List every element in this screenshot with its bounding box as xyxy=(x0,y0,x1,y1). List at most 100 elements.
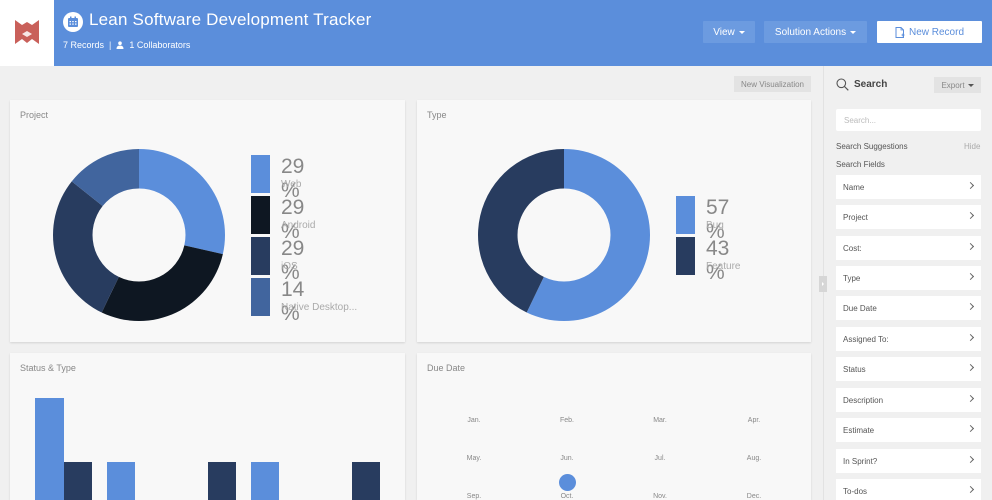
month-label: Jan. xyxy=(467,417,481,424)
legend-label: Bug xyxy=(706,220,724,231)
month-label: Apr. xyxy=(747,417,761,424)
card-title: Due Date xyxy=(427,363,466,373)
field-label: Assigned To: xyxy=(843,334,889,344)
hide-suggestions-link[interactable]: Hide xyxy=(964,142,981,151)
chevron-right-icon xyxy=(966,242,975,251)
card-title: Type xyxy=(427,110,447,120)
month-label: Dec. xyxy=(746,493,762,500)
bar-feature[interactable] xyxy=(64,462,92,500)
month-label: Nov. xyxy=(653,493,667,500)
chevron-right-icon xyxy=(966,455,975,464)
field-label: Description xyxy=(843,395,884,405)
legend-percent: 43 % xyxy=(706,237,730,284)
search-input[interactable] xyxy=(836,109,981,131)
records-count[interactable]: 7 Records xyxy=(63,40,105,50)
legend-label: Web xyxy=(281,179,302,190)
month-label: Sep. xyxy=(466,493,482,500)
field-label: Estimate xyxy=(843,425,875,435)
search-field-name[interactable]: Name xyxy=(836,175,981,199)
field-label: Type xyxy=(843,273,861,283)
caret-down-icon xyxy=(850,30,857,34)
solution-actions-button[interactable]: Solution Actions xyxy=(764,21,867,43)
search-icon xyxy=(836,78,849,91)
legend-percent: 14 % xyxy=(281,278,305,325)
new-document-icon xyxy=(895,26,905,38)
new-record-button[interactable]: New Record xyxy=(877,21,982,43)
search-field-in-sprint[interactable]: In Sprint? xyxy=(836,449,981,473)
field-label: Due Date xyxy=(843,303,877,313)
bar-feature[interactable] xyxy=(352,462,380,500)
field-label: To-dos xyxy=(843,486,868,496)
bar-bug[interactable] xyxy=(107,462,135,500)
month-label: Oct. xyxy=(560,493,574,500)
month-label: Jun. xyxy=(560,455,574,462)
meta-separator: | xyxy=(109,40,112,50)
bar-bug[interactable] xyxy=(35,398,64,500)
view-button[interactable]: View xyxy=(703,21,755,43)
caret-down-icon xyxy=(967,83,974,87)
project-donut-chart[interactable] xyxy=(52,148,226,322)
month-label: Aug. xyxy=(746,455,762,462)
legend-label: iOS xyxy=(281,261,298,272)
search-field-project[interactable]: Project xyxy=(836,205,981,229)
user-icon xyxy=(116,41,124,49)
legend-label: Feature xyxy=(706,261,741,272)
calendar-icon xyxy=(63,12,83,32)
app-title: Lean Software Development Tracker xyxy=(89,10,372,29)
view-button-label: View xyxy=(713,26,735,38)
due-date-chart-card: Due Date Jan. Feb. Mar. Apr. May. Jun. J… xyxy=(417,353,811,500)
legend-swatch xyxy=(676,237,695,275)
card-title: Project xyxy=(20,110,49,120)
new-visualization-button[interactable]: New Visualization xyxy=(734,76,811,92)
legend-percent: 29 % xyxy=(281,237,305,284)
chevron-right-icon xyxy=(966,333,975,342)
bar-feature[interactable] xyxy=(208,462,236,500)
type-donut-chart[interactable] xyxy=(477,148,651,322)
card-title: Status & Type xyxy=(20,363,76,373)
month-label: Jul. xyxy=(654,455,666,462)
sidebar-collapse-handle[interactable] xyxy=(819,276,827,292)
chevron-right-icon xyxy=(966,211,975,220)
search-field-assigned-to[interactable]: Assigned To: xyxy=(836,327,981,351)
new-record-label: New Record xyxy=(908,26,965,38)
search-field-cost[interactable]: Cost: xyxy=(836,236,981,260)
export-button[interactable]: Export xyxy=(934,77,981,93)
search-sidebar: Search Export Search Suggestions Hide Se… xyxy=(824,66,992,500)
month-label: May. xyxy=(466,455,482,462)
field-label: Cost: xyxy=(843,243,862,253)
legend-swatch xyxy=(251,155,270,193)
field-label: Name xyxy=(843,182,865,192)
bar-bug[interactable] xyxy=(251,462,279,500)
legend-swatch xyxy=(251,278,270,316)
logo-icon xyxy=(15,20,39,44)
chevron-right-icon xyxy=(966,181,975,190)
search-field-description[interactable]: Description xyxy=(836,388,981,412)
chevron-right-icon xyxy=(966,272,975,281)
project-chart-card: Project 29 % Web 29 % Android 29 % iOS 1… xyxy=(10,100,405,342)
chevron-right-icon xyxy=(966,302,975,311)
search-field-type[interactable]: Type xyxy=(836,266,981,290)
legend-swatch xyxy=(676,196,695,234)
export-label: Export xyxy=(941,80,965,90)
search-fields-label: Search Fields xyxy=(836,160,885,169)
caret-down-icon xyxy=(738,30,745,34)
status-type-chart-card: Status & Type xyxy=(10,353,405,500)
due-date-marker[interactable] xyxy=(559,474,576,491)
due-date-calendar-chart: Jan. Feb. Mar. Apr. May. Jun. Jul. Aug. … xyxy=(417,353,811,500)
legend-percent: 29 % xyxy=(281,196,305,243)
chevron-right-icon xyxy=(966,394,975,403)
field-label: Status xyxy=(843,364,866,374)
app-logo[interactable] xyxy=(0,0,54,66)
search-field-status[interactable]: Status xyxy=(836,357,981,381)
chevron-right-icon xyxy=(822,282,824,286)
search-field-to-dos[interactable]: To-dos xyxy=(836,479,981,500)
collaborators-count[interactable]: 1 Collaborators xyxy=(129,40,191,50)
type-chart-card: Type 57 % Bug 43 % Feature xyxy=(417,100,811,342)
field-label: Project xyxy=(843,212,868,222)
chevron-right-icon xyxy=(966,485,975,494)
search-field-estimate[interactable]: Estimate xyxy=(836,418,981,442)
search-title: Search xyxy=(854,79,888,90)
chevron-right-icon xyxy=(966,363,975,372)
search-field-due-date[interactable]: Due Date xyxy=(836,296,981,320)
legend-label: Android xyxy=(281,220,316,231)
